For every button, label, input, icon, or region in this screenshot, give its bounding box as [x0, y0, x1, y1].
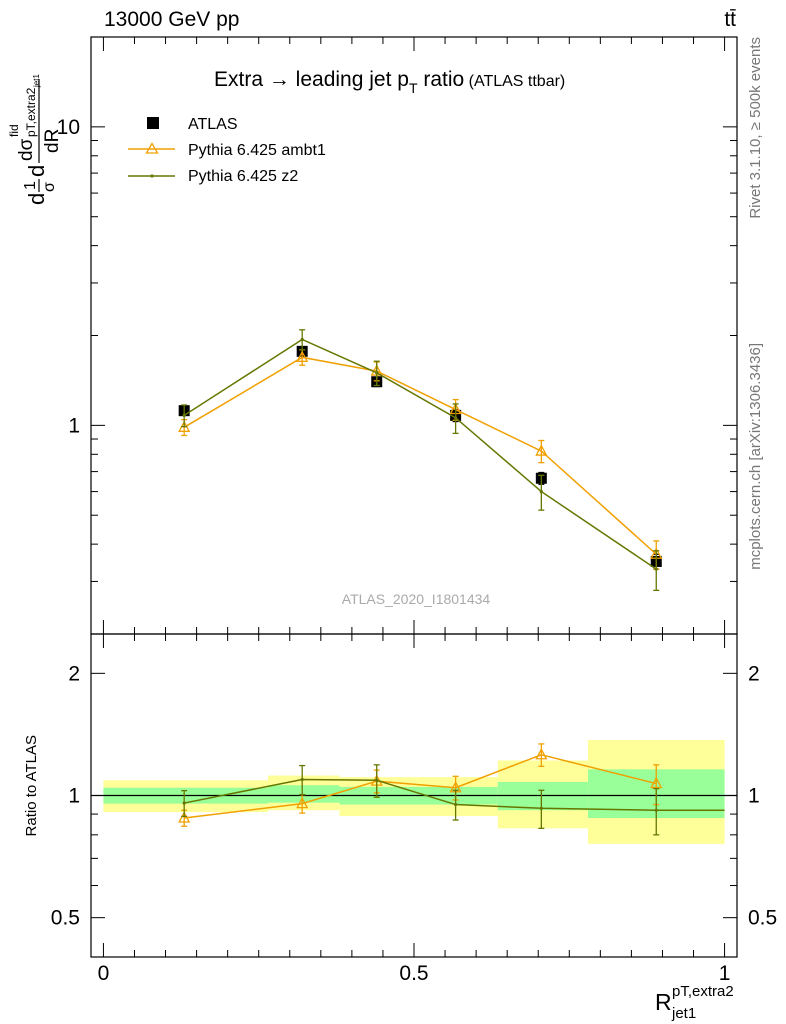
header-left: 13000 GeV pp — [104, 8, 239, 31]
ylabel-sigma: σ — [41, 182, 58, 192]
axes-ticks — [91, 36, 737, 957]
ratio-z2-point-4 — [539, 806, 543, 810]
header-right: tt̄ — [724, 8, 736, 31]
ylabel-num-subsub: jet1 — [32, 74, 41, 88]
main-z2-point-0 — [182, 413, 186, 417]
ratio-panel-frame — [90, 633, 738, 958]
ylabel-numerator: dσ — [16, 138, 37, 161]
main-y-axis-label: d 1 σ d dσ fid pT,extra2 jet1 dR — [7, 74, 63, 205]
legend: ATLAS Pythia 6.425 ambt1 Pythia 6.425 z2 — [128, 116, 326, 185]
ratio-z2-point-0 — [182, 801, 186, 805]
main-z2-point-2 — [375, 371, 379, 375]
xlabel-main: R — [655, 989, 672, 1015]
ratio-z2-point-3 — [454, 802, 458, 807]
xtick-label-1: 1 — [719, 962, 731, 985]
legend-label-atlas: ATLAS — [188, 116, 238, 133]
legend-marker-ambt1 — [145, 142, 159, 154]
main-z2-point-4 — [539, 489, 543, 494]
ylabel-one: 1 — [22, 181, 39, 190]
ratio-ytick-label-r-0.5: 0.5 — [748, 907, 777, 930]
ratio-z2-point-1 — [300, 777, 304, 782]
main-title: Extra → leading jet pT ratio (ATLAS ttba… — [214, 68, 565, 96]
ratio-ytick-label-l-0.5: 0.5 — [51, 907, 80, 930]
xlabel-sup: pT,extra2 — [672, 983, 734, 1000]
main-z2-point-3 — [454, 416, 458, 420]
ratio-ambt1-point-0 — [178, 811, 191, 823]
main-z2-point-1 — [300, 337, 304, 342]
main-title-text: Extra → leading jet p — [214, 68, 409, 91]
ratio-ytick-label-l-1: 1 — [68, 785, 80, 808]
legend-label-ambt1: Pythia 6.425 ambt1 — [188, 142, 326, 159]
legend-label-z2: Pythia 6.425 z2 — [188, 168, 298, 185]
analysis-id: ATLAS_2020_I1801434 — [342, 591, 491, 607]
ratio-y-axis-label: Ratio to ATLAS — [23, 735, 40, 836]
main-panel-series — [178, 329, 663, 592]
x-axis-label: R pT,extra2 jet1 — [655, 983, 734, 1022]
legend-marker-atlas — [147, 117, 159, 129]
ratio-panel-series — [178, 743, 725, 836]
xtick-label-0.5: 0.5 — [399, 962, 428, 985]
ratio-ambt1-point-4 — [535, 747, 548, 760]
ratio-z2-point-2 — [375, 778, 379, 782]
rivet-label: Rivet 3.1.10, ≥ 500k events — [747, 37, 764, 219]
xtick-label-0: 0 — [98, 962, 110, 985]
main-z2-line — [183, 338, 657, 570]
mcplots-label: mcplots.cern.ch [arXiv:1306.3436] — [747, 343, 764, 570]
tick-labels: 1 10 0 0.5 1 0.5 0.5 1 1 2 2 — [51, 116, 777, 985]
legend-marker-z2 — [150, 174, 154, 178]
ylabel-denominator: dR — [42, 129, 63, 153]
ylabel-d1: d — [24, 193, 49, 205]
ylabel-num-sub: pT,extra2 — [24, 87, 38, 137]
ratio-ambt1-point-1 — [296, 796, 309, 809]
ratio-ytick-label-r-2: 2 — [748, 662, 760, 685]
main-ambt1-point-1 — [296, 350, 309, 362]
ratio-z2-point-5 — [654, 808, 658, 812]
main-ambt1-line — [183, 356, 657, 555]
main-ytick-label-10: 10 — [57, 116, 80, 139]
main-ytick-label-1: 1 — [68, 414, 80, 437]
ratio-ambt1-point-5 — [650, 776, 663, 789]
xlabel-sub: jet1 — [671, 1005, 696, 1022]
main-ambt1-point-4 — [535, 444, 548, 456]
main-title-sub: T — [409, 80, 418, 96]
main-z2-point-5 — [654, 567, 658, 571]
main-title-small: (ATLAS ttbar) — [464, 73, 565, 90]
ratio-ambt1-line — [184, 753, 657, 819]
ylabel-num-sup: fid — [7, 124, 21, 137]
ratio-ytick-label-l-2: 2 — [68, 662, 80, 685]
main-title-after: ratio — [418, 68, 465, 91]
ylabel-d2: d — [24, 165, 49, 177]
ratio-ytick-label-r-1: 1 — [748, 785, 760, 808]
